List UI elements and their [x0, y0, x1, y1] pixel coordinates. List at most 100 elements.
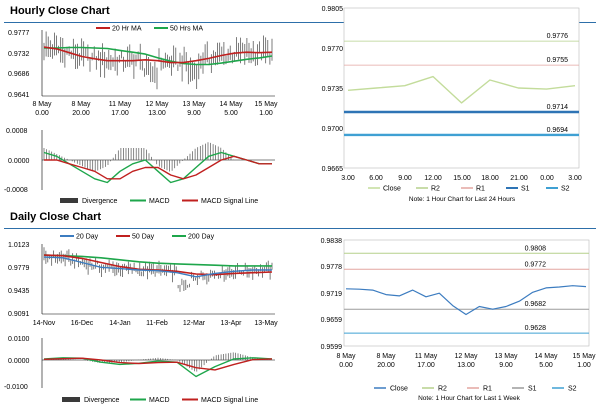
level-label: 0.9694: [547, 127, 569, 134]
close-line: [347, 75, 576, 104]
y-tick: 0.9770: [322, 46, 344, 53]
x-tick: 13-Apr: [220, 320, 242, 327]
daily-price-chart: 20 Day 50 Day 200 Day 1.0123 0.9779 0.94…: [8, 234, 278, 328]
legend-label: 50 Day: [132, 234, 155, 241]
y-tick: -0.0008: [4, 187, 28, 194]
level-label: 0.9776: [547, 33, 569, 40]
legend-label: S2: [568, 386, 577, 393]
y-tick: 0.9838: [321, 238, 343, 245]
legend: 20 Day 50 Day 200 Day: [60, 234, 215, 241]
x-tick: 1.00: [577, 362, 591, 369]
legend-label: MACD Signal Line: [201, 198, 258, 205]
y-tick: 0.9700: [322, 126, 344, 133]
hourly-title: Hourly Close Chart: [10, 5, 110, 17]
legend-label: R1: [476, 186, 485, 193]
y-tick: 0.9719: [321, 291, 343, 298]
x-tick: 8 May: [336, 353, 356, 360]
legend-label: MACD: [149, 397, 170, 404]
x-tick: 1.00: [259, 110, 273, 117]
y-tick: 0.9665: [322, 166, 344, 173]
ma-200-line: [43, 254, 272, 267]
x-tick: 8 May: [71, 101, 91, 108]
daily-macd-chart: 0.0100 0.0000 -0.0100 Divergence MACD MA…: [4, 336, 275, 404]
level-label: 0.9682: [525, 301, 547, 308]
x-tick: 13 May: [495, 353, 518, 360]
x-tick: 9.00: [187, 110, 201, 117]
x-tick: 14-Nov: [33, 320, 56, 327]
legend-label: S1: [528, 386, 537, 393]
level-label: 0.9772: [525, 261, 547, 268]
ma-50-line: [44, 46, 273, 66]
x-tick: 8 May: [32, 101, 52, 108]
y-tick: 0.9732: [8, 51, 30, 58]
hourly-macd-chart: 0.0008 0.0000 -0.0008 Divergence MACD MA…: [4, 128, 275, 205]
x-tick: 11-Feb: [146, 320, 168, 327]
y-tick: 0.9778: [321, 264, 343, 271]
level-label: 0.9714: [547, 104, 569, 111]
y-tick: 0.9599: [321, 344, 343, 351]
legend-label: MACD Signal Line: [201, 397, 258, 404]
daily-divider: [4, 228, 596, 229]
x-tick: 9.00: [499, 362, 513, 369]
legend: 20 Hr MA 50 Hrs MA: [96, 26, 203, 33]
legend: Close R2 R1 S1 S2: [368, 186, 570, 193]
y-tick: 0.0008: [6, 128, 28, 135]
chart-note: Note: 1 Hour Chart for Last 1 Week: [418, 395, 521, 402]
x-tick: 15 May: [573, 353, 596, 360]
legend-label: 50 Hrs MA: [170, 26, 203, 33]
y-tick: 0.0000: [8, 158, 30, 165]
x-tick: 14-Jan: [109, 320, 131, 327]
x-tick: 5.00: [224, 110, 238, 117]
y-tick: 0.9686: [8, 71, 30, 78]
legend-label: 20 Day: [76, 234, 99, 241]
x-tick: 3.00: [568, 175, 582, 182]
x-tick: 12 May: [146, 101, 169, 108]
x-tick: 13-May: [254, 320, 278, 327]
x-tick: 14 May: [220, 101, 243, 108]
macd-line: [43, 357, 273, 378]
x-tick: 17.00: [417, 362, 435, 369]
y-tick: -0.0100: [4, 384, 28, 391]
level-label: 0.9755: [547, 57, 569, 64]
legend-label: S1: [521, 186, 530, 193]
x-tick: 13.00: [457, 362, 475, 369]
legend-label: S2: [561, 186, 570, 193]
x-tick: 0.00: [540, 175, 554, 182]
legend-label: Divergence: [84, 397, 120, 404]
legend: Divergence MACD MACD Signal Line: [60, 198, 258, 205]
ma-20-day-line: [43, 256, 272, 278]
hourly-levels-chart: 0.9805 0.9770 0.9735 0.9700 0.9665 0.977…: [322, 6, 582, 203]
x-tick: 6.00: [369, 175, 383, 182]
x-tick: 17.00: [111, 110, 129, 117]
daily-levels-chart: 0.9838 0.9778 0.9719 0.9659 0.9599 0.980…: [321, 238, 596, 402]
ma-20-line: [43, 46, 273, 64]
macd-signal-line: [43, 357, 273, 371]
close-line: [345, 285, 587, 316]
daily-title: Daily Close Chart: [10, 211, 102, 223]
x-tick: 11 May: [109, 101, 132, 108]
legend: Divergence MACD MACD Signal Line: [62, 397, 258, 404]
y-tick: 0.9435: [8, 288, 30, 295]
legend-label: R2: [438, 386, 447, 393]
y-tick: 0.9091: [8, 311, 30, 318]
x-tick: 12 May: [455, 353, 478, 360]
hourly-divider: [4, 22, 596, 23]
y-tick: 0.9659: [321, 317, 343, 324]
x-tick: 8 May: [376, 353, 396, 360]
x-tick: 3.00: [341, 175, 355, 182]
x-tick: 20.00: [377, 362, 395, 369]
x-tick: 14 May: [535, 353, 558, 360]
x-tick: 20.00: [72, 110, 90, 117]
legend-label: Close: [390, 386, 408, 393]
x-tick: 15.00: [453, 175, 471, 182]
y-tick: 0.0100: [8, 336, 30, 343]
y-tick: 0.9779: [8, 265, 30, 272]
macd-signal-line: [44, 155, 272, 180]
x-tick: 16-Dec: [71, 320, 94, 327]
legend-label: Divergence: [82, 198, 118, 205]
x-tick: 5.00: [539, 362, 553, 369]
legend: Close R2 R1 S1 S2: [374, 386, 577, 393]
x-tick: 21.00: [510, 175, 528, 182]
x-tick: 12-Mar: [183, 320, 206, 327]
x-tick: 0.00: [339, 362, 353, 369]
